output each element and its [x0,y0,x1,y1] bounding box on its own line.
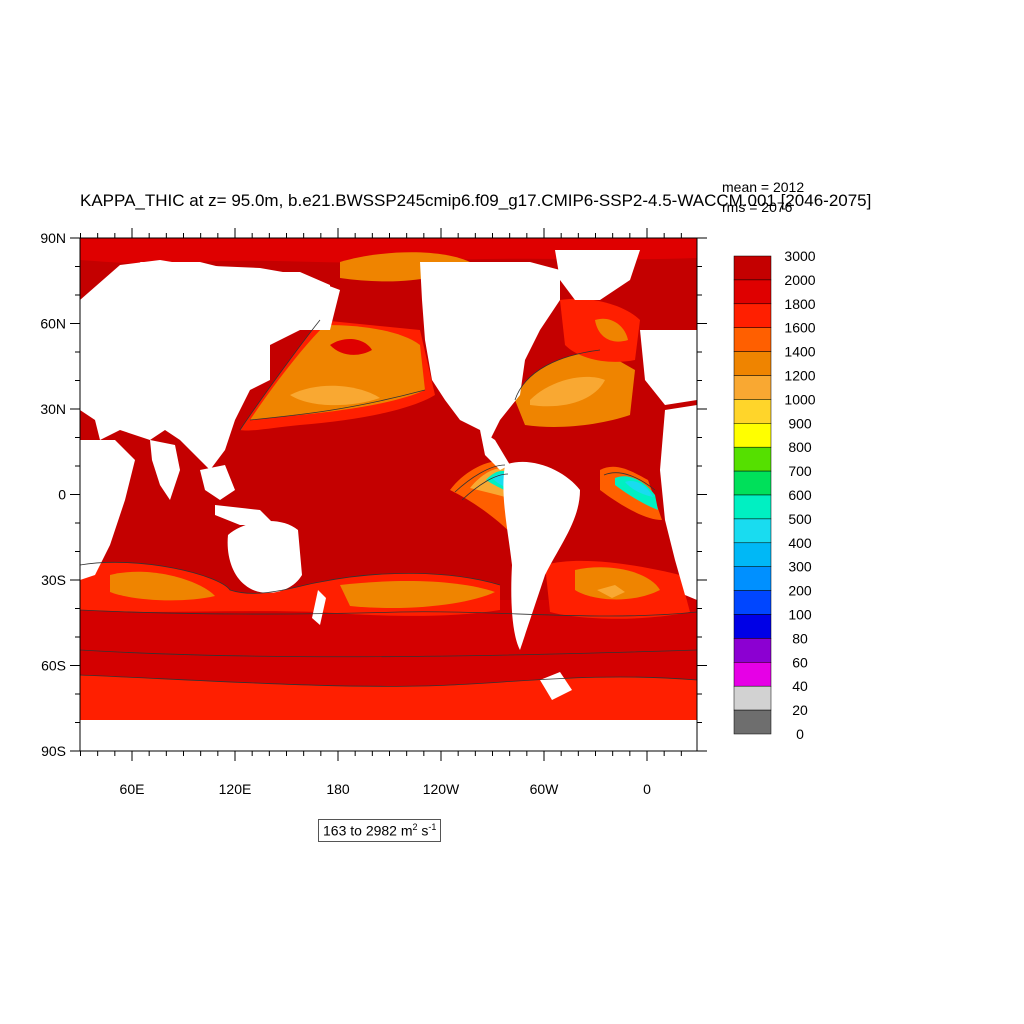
rms-value: rms = 2076 [722,199,793,215]
axis-ticks [70,228,707,761]
colorbar-swatch [733,590,772,615]
colorbar-level-label: 300 [788,559,812,575]
colorbar-swatch [733,351,772,376]
colorbar-level-label: 0 [796,726,804,742]
colorbar-level-label: 3000 [784,248,815,264]
lat-tick-label: 0 [58,487,66,503]
range-exp1: 2 [412,822,418,832]
lat-tick-label: 90N [40,230,66,246]
lon-tick-label: 60E [120,781,145,797]
range-exp2: -1 [428,822,437,832]
range-unit: s [417,822,429,839]
longitude-axis: 60E 120E 180 120W 60W 0 [120,781,652,797]
colorbar-swatch [733,709,772,735]
colorbar-swatch [733,399,772,424]
colorbar-level-label: 700 [788,463,812,479]
colorbar-swatch [733,303,772,328]
colorbar: 3000200018001600140012001000900800700600… [733,248,816,742]
colorbar-swatch [733,446,772,472]
colorbar-swatch [733,470,772,496]
colorbar-level-label: 200 [788,583,812,599]
range-text: 163 to 2982 m [323,822,413,839]
colorbar-swatch [733,494,772,520]
lat-tick-label: 60S [41,658,66,674]
colorbar-level-label: 500 [788,511,812,527]
lat-tick-label: 30S [41,572,66,588]
latitude-axis: 90N 60N 30N 0 30S 60S 90S [40,230,66,759]
colorbar-level-label: 900 [788,415,812,431]
land-mass [80,250,697,751]
colorbar-level-label: 1400 [784,344,815,360]
mean-value: mean = 2012 [722,179,805,195]
lon-tick-label: 120W [423,781,460,797]
colorbar-swatch [733,638,772,663]
colorbar-swatch [733,614,772,639]
colorbar-swatch [733,327,772,352]
colorbar-swatch [733,518,772,544]
lon-tick-label: 120E [219,781,252,797]
colorbar-swatch [733,542,772,567]
lon-tick-label: 60W [530,781,560,797]
lat-tick-label: 90S [41,743,66,759]
colorbar-level-label: 1800 [784,296,815,312]
lon-tick-label: 180 [326,781,350,797]
lat-tick-label: 60N [40,316,66,332]
colorbar-level-label: 1200 [784,368,815,384]
colorbar-level-label: 2000 [784,272,815,288]
colorbar-swatch [733,685,772,711]
map-title: KAPPA_THIC at z= 95.0m, b.e21.BWSSP245cm… [80,191,872,210]
colorbar-level-label: 40 [792,678,808,694]
lon-tick-label: 0 [643,781,651,797]
colorbar-level-label: 20 [792,702,808,718]
range-label: 163 to 2982 m2 s-1 [318,819,442,842]
colorbar-level-label: 1600 [784,320,815,336]
colorbar-level-label: 400 [788,535,812,551]
colorbar-swatch [733,662,772,687]
colorbar-level-label: 1000 [784,391,815,407]
colorbar-swatch [733,566,772,591]
colorbar-level-label: 100 [788,607,812,623]
lat-tick-label: 30N [40,401,66,417]
colorbar-level-label: 600 [788,487,812,503]
contour-lines [80,319,697,687]
colorbar-swatch [733,423,772,448]
colorbar-swatch [733,255,772,281]
colorbar-level-label: 80 [792,630,808,646]
colorbar-swatch [733,279,772,305]
colorbar-level-label: 800 [788,439,812,455]
map-field [80,238,697,751]
colorbar-swatch [733,375,772,400]
colorbar-level-label: 60 [792,654,808,670]
